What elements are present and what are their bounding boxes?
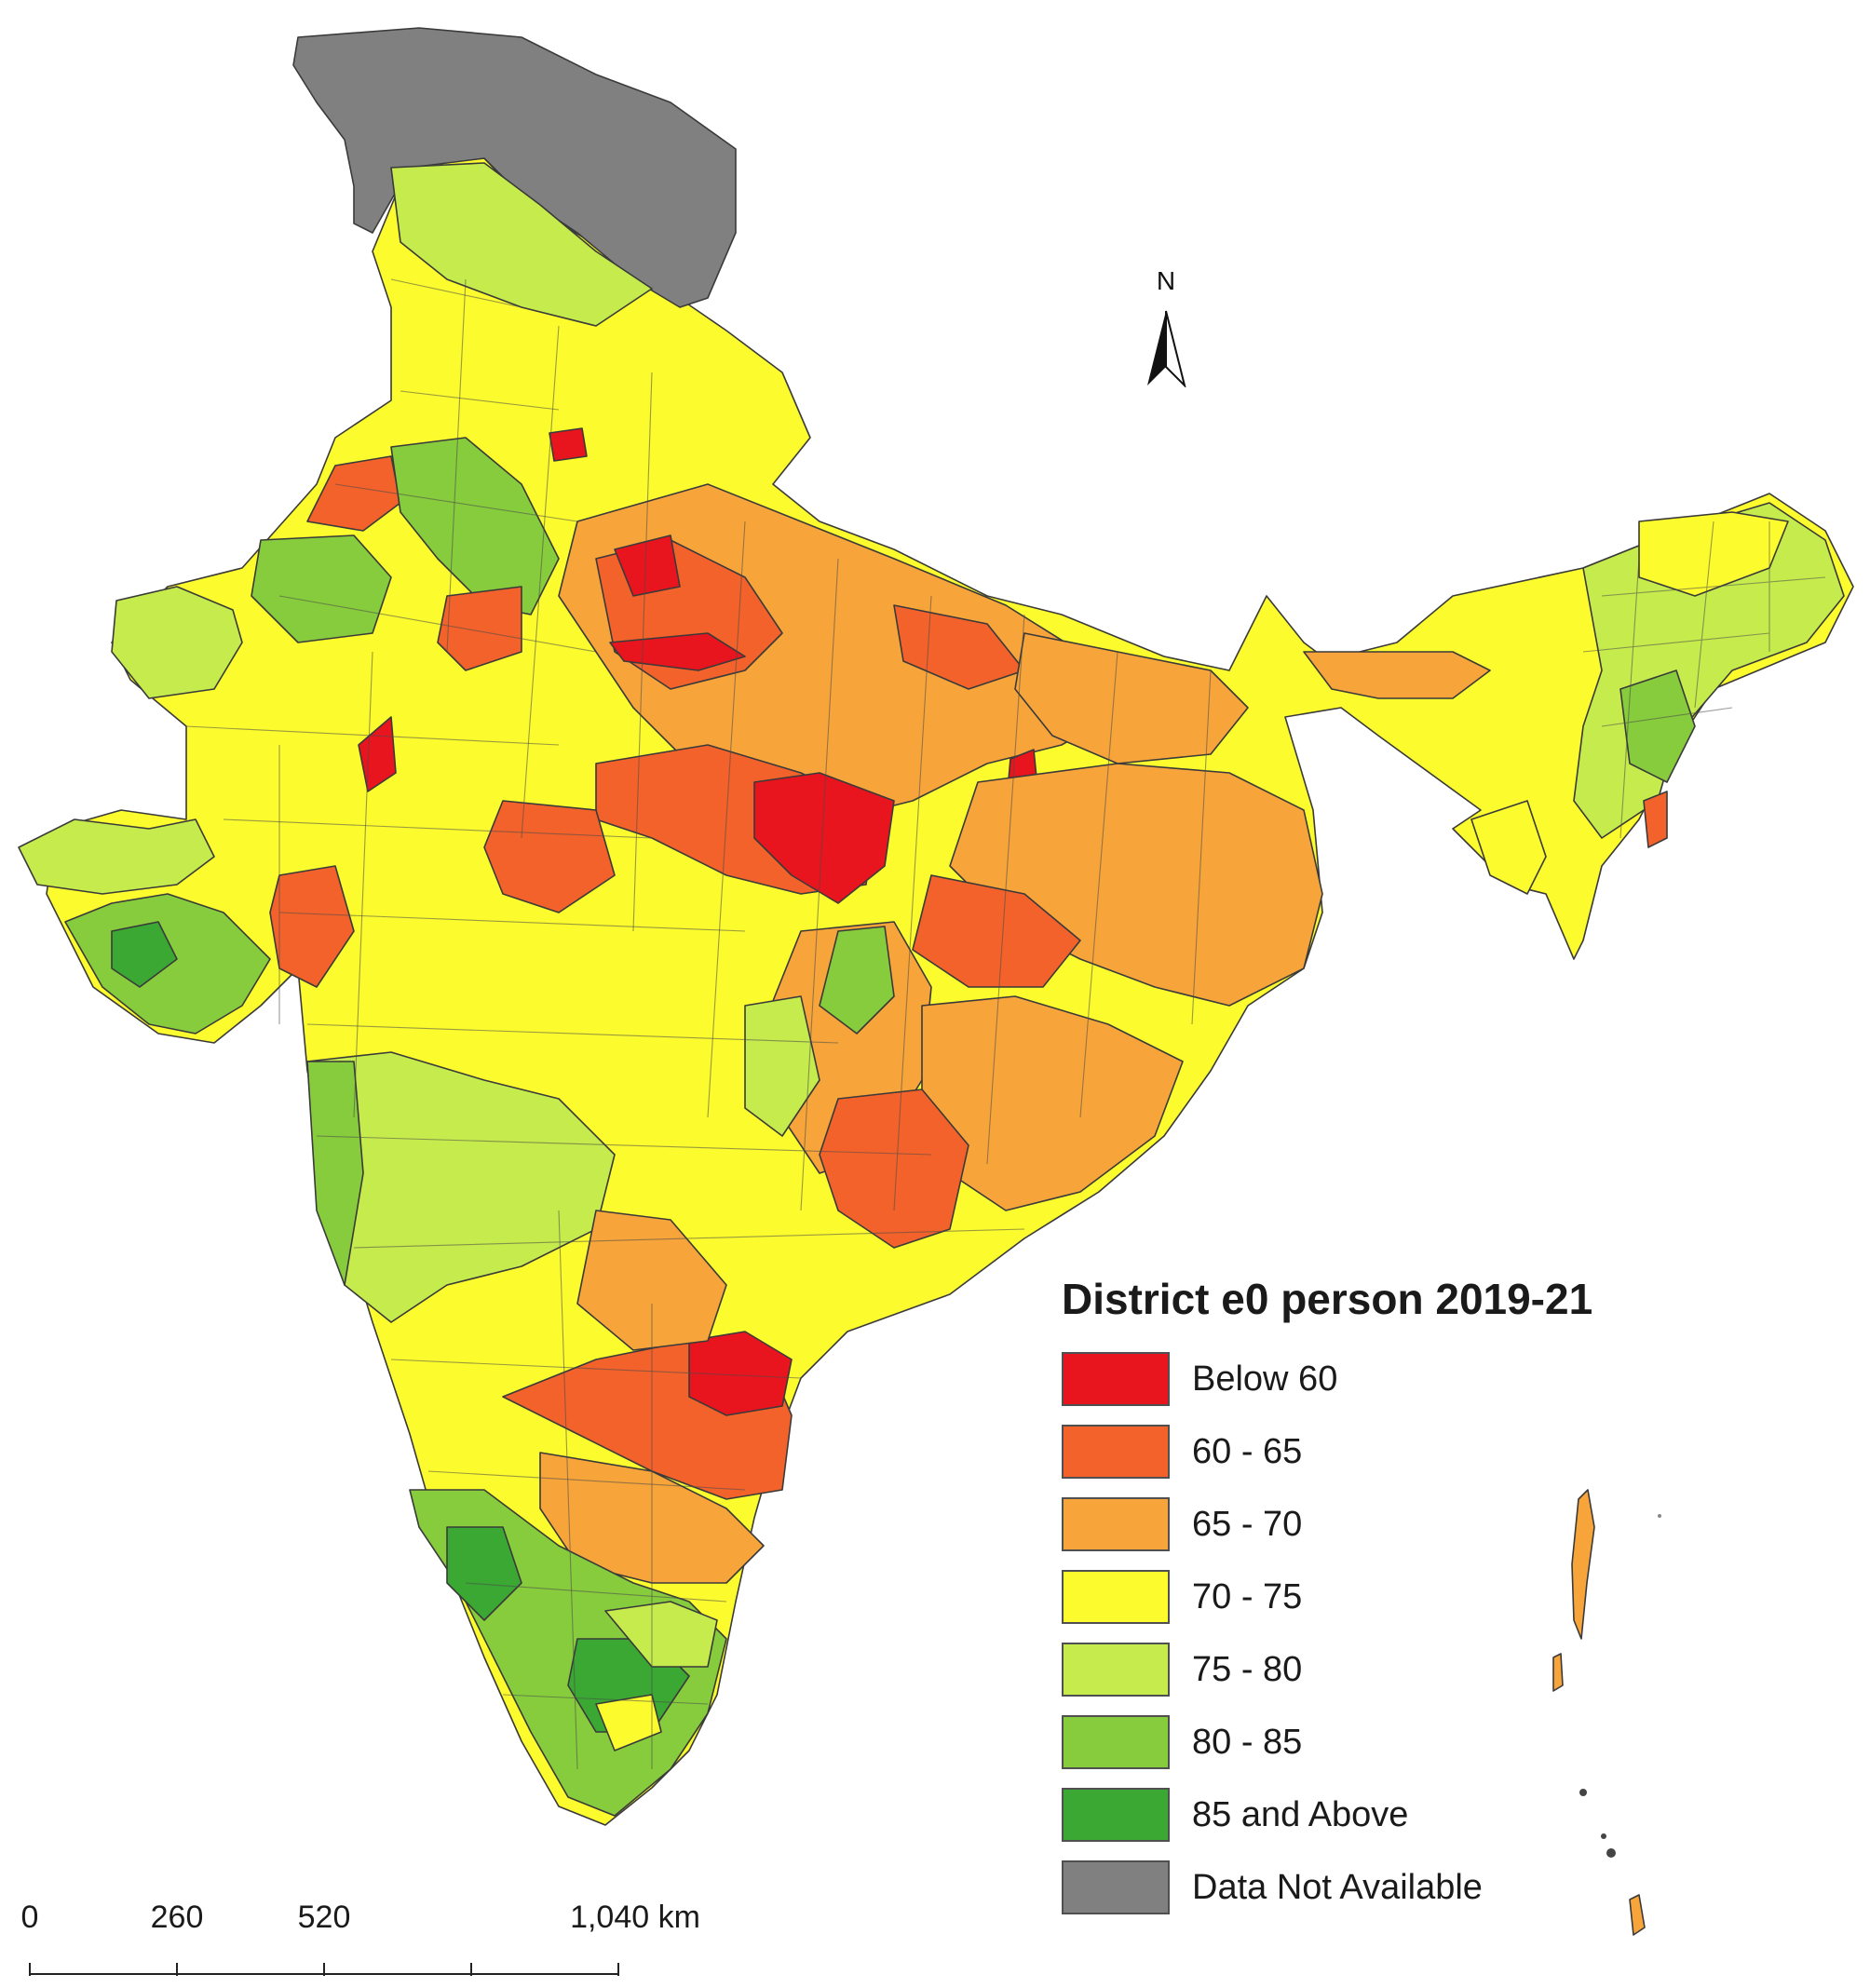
island-dot [1658, 1514, 1661, 1518]
andaman-nicobar-islands [1552, 1489, 1661, 1936]
legend-items: Below 60 60 - 65 65 - 70 70 - 75 75 - 80… [1062, 1343, 1658, 1924]
region-80-85-ne [1619, 669, 1696, 783]
legend-swatch [1062, 1788, 1170, 1842]
region-60-65-mp-west [483, 800, 616, 913]
scale-label-0: 0 [20, 1900, 39, 1935]
legend-title: District e0 person 2019-21 [1062, 1275, 1593, 1323]
legend-label: Below 60 [1192, 1359, 1338, 1399]
region-60-65-rajasthan [306, 455, 401, 532]
legend-label: 75 - 80 [1192, 1649, 1303, 1689]
map-regions [18, 27, 1854, 1826]
scale-label-260: 260 [150, 1900, 204, 1935]
legend-swatch [1062, 1352, 1170, 1406]
north-letter: N [1156, 266, 1176, 295]
scale-bar: 0 260 520 1,040 km [21, 1900, 700, 1983]
map-legend: District e0 person 2019-21 Below 60 60 -… [1062, 1274, 1658, 1924]
legend-item-below-60: Below 60 [1062, 1343, 1658, 1415]
island-nicobar [1629, 1894, 1646, 1936]
legend-item-75-80: 75 - 80 [1062, 1633, 1658, 1706]
scale-bar-graphic [29, 1963, 619, 1976]
island-dot [1601, 1833, 1606, 1839]
legend-label: 60 - 65 [1192, 1431, 1303, 1471]
legend-label: 70 - 75 [1192, 1576, 1303, 1616]
region-data-not-available [292, 27, 737, 308]
legend-label: 65 - 70 [1192, 1504, 1303, 1544]
region-80-85-cg [819, 926, 895, 1035]
region-60-65-gujarat-east [269, 865, 355, 988]
region-80-85-rajasthan [251, 534, 392, 643]
legend-swatch [1062, 1425, 1170, 1479]
legend-label: Data Not Available [1192, 1867, 1483, 1907]
region-70-75-tn [595, 1694, 662, 1751]
legend-label: 80 - 85 [1192, 1722, 1303, 1762]
region-below-60-mp [753, 772, 895, 904]
island-middle-andaman [1552, 1653, 1564, 1692]
region-60-65-ne [1643, 791, 1668, 848]
legend-swatch [1062, 1570, 1170, 1624]
region-below-60-ap [688, 1331, 793, 1416]
region-75-80-west [111, 586, 243, 699]
region-below-60-up-center [609, 632, 746, 671]
legend-item-85-above: 85 and Above [1062, 1778, 1658, 1851]
island-north-andaman [1571, 1489, 1595, 1640]
island-dot [1606, 1848, 1616, 1858]
region-75-80-kutch [18, 818, 215, 895]
region-75-80-cg [744, 995, 820, 1137]
district-boundaries [185, 278, 1826, 1770]
north-arrow-icon [1147, 310, 1186, 387]
region-65-70-ne-corridor [1303, 651, 1491, 699]
legend-label: 85 and Above [1192, 1794, 1409, 1834]
legend-swatch [1062, 1860, 1170, 1914]
region-80-85-mh-west [306, 1061, 364, 1286]
region-85-gujarat [111, 921, 178, 988]
region-60-65-east [912, 874, 1081, 988]
region-below-60-up-west [614, 534, 681, 597]
legend-item-data-not-available: Data Not Available [1062, 1851, 1658, 1924]
region-75-80-tn [604, 1601, 718, 1668]
region-below-60-punjab [549, 427, 588, 462]
region-65-70-bihar [1014, 632, 1249, 764]
region-80-85-haryana [390, 437, 560, 615]
legend-swatch [1062, 1715, 1170, 1769]
region-70-75-tripura [1470, 800, 1547, 895]
region-65-70-telangana [576, 1210, 727, 1351]
legend-swatch [1062, 1643, 1170, 1697]
island-dot [1579, 1789, 1587, 1796]
region-60-65-hr [437, 586, 522, 671]
legend-swatch [1062, 1497, 1170, 1551]
region-75-80-north [390, 162, 653, 327]
scale-label-1040: 1,040 km [570, 1900, 700, 1935]
legend-item-70-75: 70 - 75 [1062, 1561, 1658, 1633]
north-arrow: N [1140, 266, 1192, 387]
legend-item-65-70: 65 - 70 [1062, 1488, 1658, 1561]
region-60-65-odisha [819, 1089, 969, 1249]
legend-item-60-65: 60 - 65 [1062, 1415, 1658, 1488]
legend-item-80-85: 80 - 85 [1062, 1706, 1658, 1778]
region-85-south [446, 1526, 522, 1621]
scale-label-520: 520 [297, 1900, 351, 1935]
